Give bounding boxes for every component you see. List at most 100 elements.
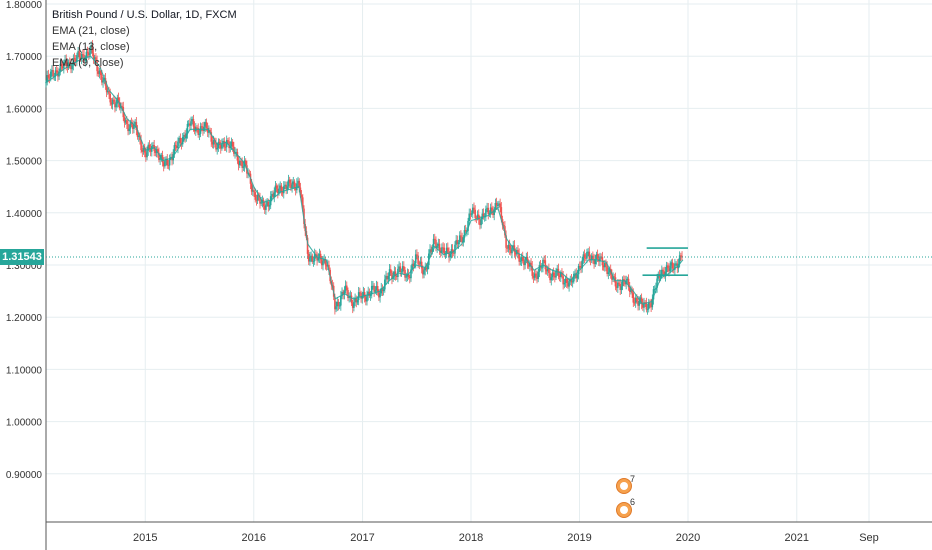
candle-body: [108, 90, 110, 94]
candle-body: [489, 207, 492, 214]
candle-body: [393, 271, 396, 276]
candle-body: [586, 251, 588, 259]
candle-body: [417, 255, 419, 264]
candle-body: [395, 275, 398, 277]
candle-body: [384, 279, 386, 290]
candle-body: [622, 279, 625, 281]
candle-body: [463, 230, 466, 238]
candle-body: [581, 260, 583, 269]
candle-body: [208, 129, 210, 133]
event-flag-icon[interactable]: [616, 478, 632, 494]
candle-body: [210, 132, 213, 142]
candle-body: [477, 214, 480, 220]
candle-body: [388, 269, 391, 276]
candle-body: [400, 271, 403, 273]
candle-body: [580, 266, 582, 269]
candle-body: [456, 240, 459, 244]
candle-body: [562, 276, 564, 285]
candle-body: [568, 281, 570, 287]
candle-body: [101, 75, 103, 83]
candle-body: [653, 288, 656, 290]
candle-body: [362, 292, 365, 297]
candle-body: [107, 90, 109, 93]
symbol-title[interactable]: British Pound / U.S. Dollar, 1D, FXCM: [52, 9, 237, 21]
candle-body: [450, 249, 453, 254]
ema-21-label[interactable]: EMA (21, close): [52, 25, 130, 37]
candle-body: [184, 134, 186, 139]
candle-body: [385, 275, 387, 280]
candle-body: [381, 288, 384, 292]
candle-body: [85, 51, 88, 59]
candle-body: [605, 263, 607, 267]
candle-body: [467, 220, 469, 232]
candle-body: [570, 279, 573, 283]
candle-body: [540, 267, 543, 269]
candle-body: [494, 202, 497, 210]
candle-body: [614, 277, 617, 287]
candle-body: [607, 272, 610, 274]
candle-body: [59, 64, 62, 72]
candle-body: [73, 57, 76, 60]
candle-body: [403, 266, 405, 270]
candle-body: [626, 278, 629, 281]
candle-body: [649, 302, 651, 304]
candle-body: [455, 240, 457, 245]
candle-body: [655, 287, 657, 289]
candle-body: [263, 205, 266, 210]
candle-body: [190, 121, 192, 126]
candle-body: [536, 275, 538, 279]
candle-body: [665, 265, 668, 273]
candle-body: [372, 285, 374, 287]
ema-9-label[interactable]: EMA (9, close): [52, 57, 124, 69]
candle-body: [293, 181, 296, 188]
candle-body: [550, 277, 553, 281]
candle-body: [369, 294, 372, 296]
candle-body: [556, 268, 559, 271]
candle-body: [162, 162, 165, 167]
candle-body: [265, 204, 267, 210]
candle-body: [567, 282, 569, 287]
candle-body: [256, 194, 259, 201]
candle-body: [221, 143, 223, 149]
candle-body: [587, 251, 589, 253]
candle-body: [51, 70, 53, 72]
candle-body: [65, 59, 68, 67]
candle-body: [143, 148, 146, 153]
candle-body: [521, 256, 524, 262]
candle-body: [485, 208, 487, 217]
x-tick-label: 2019: [567, 532, 591, 544]
candle-body: [252, 190, 254, 192]
candle-body: [429, 249, 431, 254]
ema-13-label[interactable]: EMA (13, close): [52, 41, 130, 53]
candle-body: [301, 197, 304, 209]
candle-body: [209, 129, 211, 133]
candle-body: [216, 148, 218, 150]
candle-body: [317, 257, 320, 261]
candle-body: [524, 259, 526, 266]
candle-body: [318, 253, 321, 258]
candle-body: [343, 290, 346, 295]
candle-body: [431, 247, 434, 252]
candle-body: [642, 303, 644, 308]
candle-body: [546, 268, 549, 272]
event-flag-icon[interactable]: [616, 502, 632, 518]
candle-body: [111, 99, 114, 105]
candle-body: [413, 263, 416, 267]
candle-body: [511, 247, 513, 254]
candle-body: [448, 251, 450, 258]
candle-body: [603, 263, 606, 268]
candle-body: [461, 236, 463, 243]
current-price-tag: 1.31543: [0, 249, 44, 265]
candle-body: [662, 269, 664, 272]
candle-body: [262, 199, 265, 206]
candle-body: [121, 105, 123, 107]
candle-body: [512, 245, 515, 248]
candle-body: [447, 247, 449, 252]
candle-body: [669, 265, 671, 272]
candle-body: [571, 281, 574, 283]
candle-body: [177, 141, 179, 149]
candle-body: [196, 127, 198, 129]
candle-body: [307, 253, 310, 262]
candle-body: [230, 141, 233, 147]
